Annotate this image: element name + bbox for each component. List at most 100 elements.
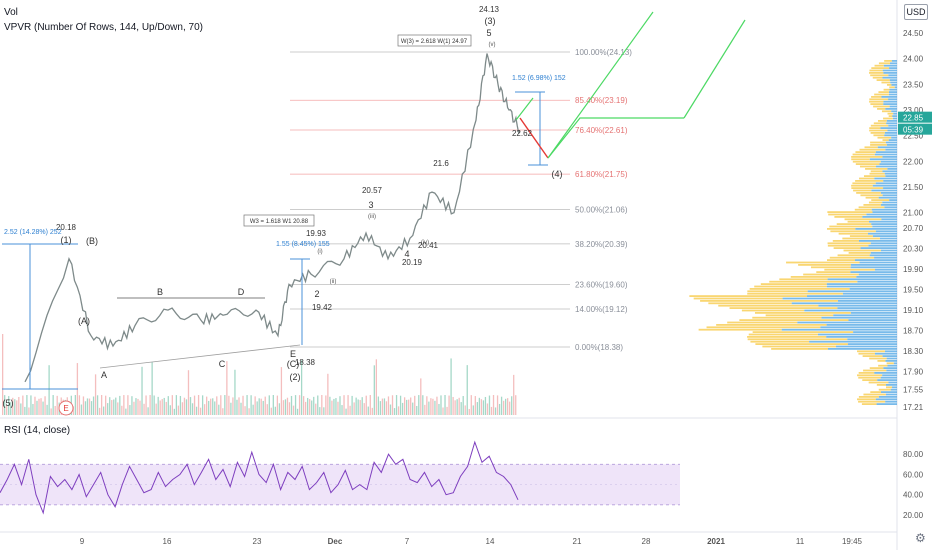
volume-bar [236, 399, 238, 415]
price-tick: 19.10 [903, 306, 924, 315]
volume-bar [193, 395, 196, 415]
vpvr-up-bar [847, 338, 897, 341]
volume-bar [420, 378, 422, 415]
vpvr-down-bar [769, 280, 858, 283]
volume-bar [359, 400, 361, 415]
fib-label: 100.00%(24.13) [575, 48, 632, 57]
volume-bar [337, 401, 339, 415]
vpvr-up-bar [882, 156, 897, 158]
vpvr-down-bar [708, 302, 792, 305]
volume-bar [56, 395, 58, 415]
currency-badge[interactable]: USD [904, 4, 928, 20]
volume-bar [351, 395, 353, 415]
vpvr-up-bar [874, 256, 897, 259]
volume-bar [401, 402, 404, 415]
vpvr-down-bar [878, 364, 888, 367]
vpvr-down-bar [716, 324, 827, 326]
vpvr-down-bar [858, 400, 886, 403]
vpvr-up-bar [890, 388, 897, 391]
volume-bar [163, 397, 165, 415]
volume-bar [137, 398, 139, 415]
vpvr-up-bar [856, 276, 897, 278]
volume-bar [139, 400, 141, 415]
volume-bar [347, 395, 349, 415]
vpvr-up-bar [870, 242, 897, 245]
vpvr-down-bar [869, 172, 885, 175]
vpvr-up-bar [850, 264, 897, 266]
vpvr-up-bar [878, 396, 897, 398]
vpvr-down-bar [748, 333, 818, 336]
volume-bar [410, 397, 412, 415]
volume-bar [349, 405, 351, 415]
volume-bar [458, 397, 460, 415]
price-tick: 22.50 [903, 132, 924, 141]
vpvr-up-bar [848, 319, 897, 321]
vpvr-up-bar [781, 328, 897, 331]
volume-bar [280, 367, 283, 415]
volume-bar [48, 365, 50, 415]
volume-bar [191, 403, 194, 415]
vol-indicator-label[interactable]: Vol [4, 7, 18, 18]
vpvr-down-bar [878, 91, 889, 93]
volume-bar [78, 395, 81, 415]
vpvr-up-bar [891, 84, 897, 86]
vpvr-down-bar [869, 98, 889, 101]
vpvr-up-bar [872, 184, 897, 187]
fib-label: 76.40%(22.61) [575, 126, 628, 135]
vpvr-down-bar [750, 340, 810, 343]
vpvr-down-bar [747, 338, 848, 341]
volume-bar [240, 402, 242, 415]
volume-bar [331, 400, 333, 415]
vpvr-down-bar [790, 276, 857, 278]
vpvr-up-bar [888, 124, 897, 127]
vpvr-down-bar [873, 105, 890, 108]
vpvr-down-bar [877, 108, 886, 110]
vpvr-down-bar [863, 393, 886, 396]
volume-bar [266, 404, 268, 415]
vpvr-up-bar [886, 122, 897, 125]
vpvr-down-bar [874, 64, 884, 67]
vpvr-down-bar [883, 88, 890, 91]
vpvr-up-bar [809, 340, 897, 343]
vpvr-up-bar [885, 393, 897, 396]
vpvr-up-bar [889, 79, 897, 81]
vpvr-indicator-label[interactable]: VPVR (Number Of Rows, 144, Up/Down, 70) [4, 22, 203, 33]
vpvr-down-bar [827, 259, 856, 261]
volume-bar [470, 395, 472, 415]
volume-bar [412, 402, 414, 415]
volume-bar [127, 395, 129, 415]
projection-arrow-down [519, 117, 549, 159]
price-19-42: 19.42 [312, 303, 333, 312]
vpvr-up-bar [883, 100, 897, 103]
volume-bar [42, 401, 44, 415]
vpvr-down-bar [844, 218, 882, 221]
volume-bar [149, 395, 151, 415]
wave-label-2-paren: (2) [290, 372, 301, 382]
rsi-indicator-label[interactable]: RSI (14, close) [4, 425, 71, 436]
gear-icon[interactable]: ⚙ [915, 531, 926, 545]
volume-bar [20, 403, 22, 415]
volume-bar [12, 397, 14, 415]
volume-bar [317, 395, 319, 415]
volume-bar [107, 403, 109, 415]
vpvr-up-bar [842, 292, 897, 295]
vpvr-up-bar [855, 259, 897, 261]
vpvr-down-bar [824, 268, 875, 271]
volume-bar [403, 397, 406, 415]
vpvr-up-bar [884, 206, 897, 209]
vpvr-down-bar [887, 112, 894, 115]
volume-bar [406, 399, 408, 415]
volume-bar [189, 397, 192, 415]
volume-bar [333, 398, 335, 415]
fib-label: 38.20%(20.39) [575, 240, 628, 249]
volume-bar [274, 406, 276, 415]
vpvr-down-bar [858, 376, 881, 379]
volume-bar [490, 406, 493, 415]
vpvr-down-bar [741, 309, 805, 312]
volume-bar [40, 398, 42, 415]
vpvr-up-bar [869, 220, 897, 223]
volume-bar [323, 407, 325, 415]
volume-bar [268, 395, 270, 415]
measure-mid-label: 1.55 (8.45%) 155 [276, 241, 330, 248]
